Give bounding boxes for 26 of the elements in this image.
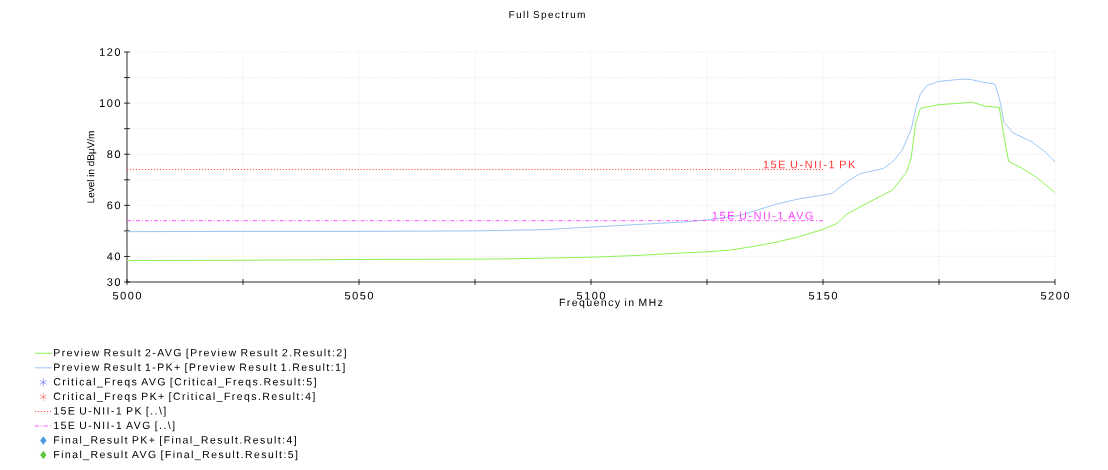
legend-label: Final_Result AVG [Final_Result.Result:5] [54,450,298,461]
annotation: 15E U-NII-1 AVG [712,211,813,220]
x-tick-label: 5050 [344,291,374,300]
annotation: 15E U-NII-1 PK [763,160,856,169]
legend-label: Preview Result 1-PK+ [Preview Result 1.Result:1] [54,363,345,373]
y-tick-label: 100 [99,99,121,107]
chart-title: Full Spectrum [509,10,585,21]
x-tick-label: 5100 [576,291,606,300]
legend-label: 15E U-NII-1 AVG [..\] [54,421,175,432]
line-series [126,101,1056,261]
y-tick-label: 40 [107,252,121,261]
x-tick-label: 5000 [112,291,142,300]
legend-label: Critical_Freqs AVG [Critical_Freqs.Result:5] [53,377,316,388]
x-tick-label: 5200 [1040,291,1070,300]
y-tick-label: 80 [107,150,121,159]
x-axis-title: Frequency in MHz [559,298,663,309]
legend-label: 15E U-NII-1 PK [..\] [54,406,166,417]
y-axis-title: Level in dBµV/m [87,131,97,203]
y-tick-label: 60 [107,201,121,210]
x-tick-label: 5150 [808,291,838,300]
legend-label: Critical_Freqs PK+ [Critical_Freqs.Result:4] [53,392,315,403]
legend-label: Preview Result 2-AVG [Preview Result 2.Result:2] [54,348,346,359]
legend-label: Final_Result PK+ [Final_Result.Result:4] [54,435,296,446]
y-tick-label: 120 [99,48,121,56]
line-series [126,78,1056,233]
y-tick-label: 30 [107,278,121,286]
